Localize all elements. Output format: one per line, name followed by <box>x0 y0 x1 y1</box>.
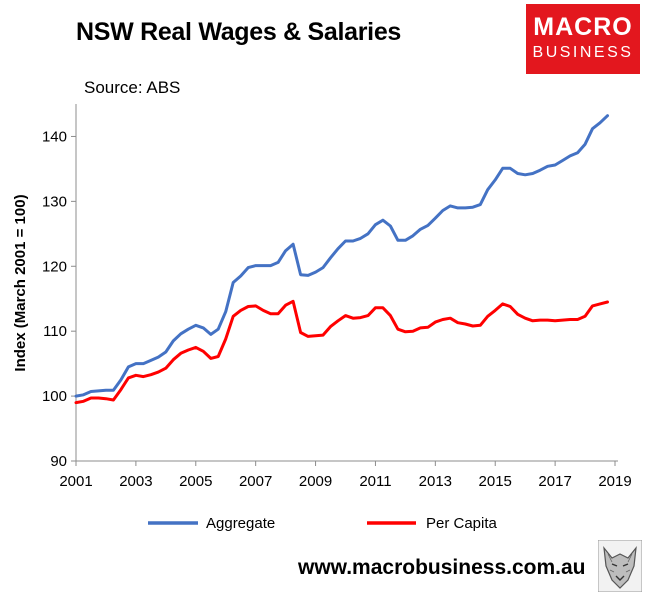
logo-line-macro: MACRO <box>533 13 633 41</box>
source-label: Source: ABS <box>84 78 181 97</box>
x-tick-label: 2007 <box>239 473 272 490</box>
y-tick-label: 140 <box>42 128 67 145</box>
x-tick-label: 2003 <box>119 473 152 490</box>
series-line-aggregate <box>74 114 609 398</box>
y-tick-label: 100 <box>42 388 67 405</box>
x-tick-label: 2013 <box>419 473 452 490</box>
y-tick-label: 130 <box>42 193 67 210</box>
y-tick-label: 120 <box>42 258 67 275</box>
x-tick-label: 2011 <box>359 473 391 490</box>
y-axis-label: Index (March 2001 = 100) <box>12 194 29 371</box>
x-tick-label: 2001 <box>59 473 92 490</box>
macrobusiness-logo: MACRO BUSINESS <box>526 4 640 74</box>
chart-legend: Aggregate Per Capita <box>148 515 498 532</box>
x-ticks: 2001 2003 2005 2007 2009 2011 2013 2015 2017 2019 <box>59 461 632 490</box>
wolf-logo-icon <box>598 540 642 592</box>
legend-label-aggregate: Aggregate <box>206 515 275 532</box>
series-line-per-capita <box>74 299 609 405</box>
x-tick-label: 2017 <box>538 473 571 490</box>
x-tick-label: 2019 <box>598 473 631 490</box>
series-lines <box>74 114 609 405</box>
legend-label-per-capita: Per Capita <box>426 515 498 532</box>
chart-axes <box>75 104 618 462</box>
y-tick-label: 110 <box>43 323 67 340</box>
x-tick-label: 2015 <box>479 473 512 490</box>
website-url: www.macrobusiness.com.au <box>298 556 586 579</box>
y-tick-label: 90 <box>50 453 67 470</box>
x-tick-label: 2005 <box>179 473 212 490</box>
page-title: NSW Real Wages & Salaries <box>76 18 402 46</box>
y-ticks: 90 100 110 120 130 140 <box>42 128 76 470</box>
x-tick-label: 2009 <box>299 473 332 490</box>
logo-line-business: BUSINESS <box>532 44 634 61</box>
